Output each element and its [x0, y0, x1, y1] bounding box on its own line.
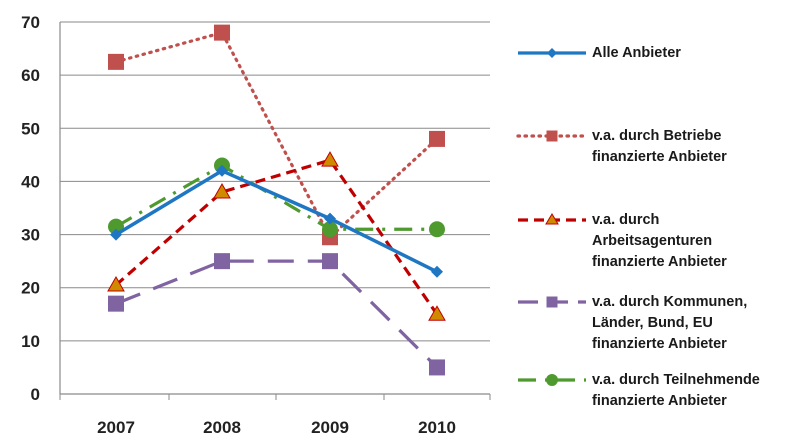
- series-1: [109, 25, 445, 245]
- series-line-3: [116, 261, 437, 367]
- series-3: [109, 254, 445, 375]
- series-4: [108, 157, 445, 237]
- line-chart: 0 10 20 30 40 50 60 70 2007 2008 2009 2010: [0, 0, 516, 437]
- legend-item-teilnehmende[interactable]: v.a. durch Teilnehmende finanzierte Anbi…: [516, 370, 760, 412]
- x-tick-label-2007: 2007: [97, 418, 135, 437]
- y-tick-label-70: 70: [21, 13, 40, 32]
- y-tick-label-20: 20: [21, 279, 40, 298]
- data-point-3-2009: [323, 254, 338, 269]
- legend-swatch-kommunen: [516, 292, 588, 312]
- x-tick-label-2008: 2008: [203, 418, 241, 437]
- data-point-3-2007: [109, 296, 124, 311]
- legend-item-arbeitsagenturen[interactable]: v.a. durch Arbeitsagenturen finanzierte …: [516, 210, 727, 273]
- legend-item-alle-anbieter[interactable]: Alle Anbieter: [516, 43, 681, 64]
- y-tick-label-50: 50: [21, 119, 40, 138]
- legend-label-alle-anbieter: Alle Anbieter: [592, 43, 681, 64]
- legend-label-kommunen: v.a. durch Kommunen, Länder, Bund, EU fi…: [592, 292, 747, 355]
- legend-swatch-betriebe: [516, 126, 588, 146]
- x-tick-label-2010: 2010: [418, 418, 456, 437]
- legend-label-betriebe: v.a. durch Betriebe finanzierte Anbieter: [592, 126, 727, 168]
- data-point-3-2008: [215, 254, 230, 269]
- legend-label-teilnehmende: v.a. durch Teilnehmende finanzierte Anbi…: [592, 370, 760, 412]
- y-tick-label-30: 30: [21, 226, 40, 245]
- y-tick-label-60: 60: [21, 66, 40, 85]
- legend-swatch-arbeitsagenturen: [516, 210, 588, 230]
- legend-swatch-teilnehmende: [516, 370, 588, 390]
- data-point-0-2010: [431, 266, 443, 278]
- legend-marker-3: [547, 297, 557, 307]
- legend-swatch-alle-anbieter: [516, 43, 588, 63]
- legend-item-kommunen[interactable]: v.a. durch Kommunen, Länder, Bund, EU fi…: [516, 292, 747, 355]
- legend: Alle Anbieter v.a. durch Betriebe finanz…: [516, 0, 798, 437]
- legend-marker-4: [546, 374, 558, 386]
- series-line-0: [116, 171, 437, 272]
- data-point-2-2009: [322, 152, 338, 166]
- legend-item-betriebe[interactable]: v.a. durch Betriebe finanzierte Anbieter: [516, 126, 727, 168]
- data-point-3-2010: [430, 360, 445, 375]
- data-point-1-2010: [430, 131, 445, 146]
- legend-label-arbeitsagenturen: v.a. durch Arbeitsagenturen finanzierte …: [592, 210, 727, 273]
- y-tick-label-0: 0: [31, 385, 40, 404]
- legend-marker-1: [547, 131, 557, 141]
- y-tick-label-40: 40: [21, 172, 40, 191]
- data-point-1-2007: [109, 54, 124, 69]
- x-tick-label-2009: 2009: [311, 418, 349, 437]
- data-point-1-2008: [215, 25, 230, 40]
- y-tick-label-10: 10: [21, 332, 40, 351]
- data-point-4-2010: [429, 221, 445, 237]
- legend-marker-0: [547, 48, 557, 58]
